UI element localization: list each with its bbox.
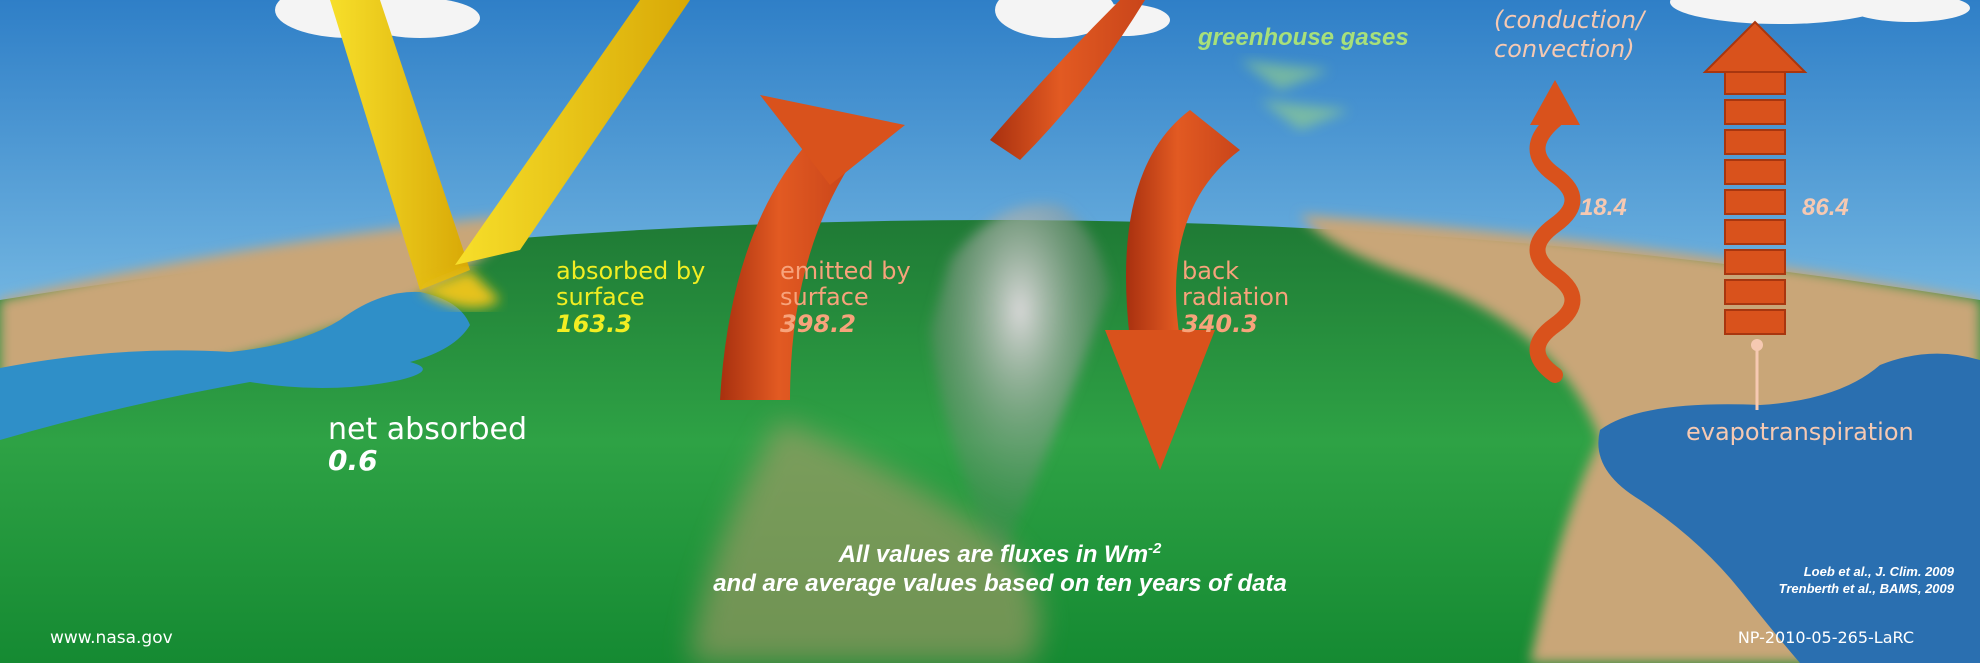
back-radiation-arrow [1105,110,1240,470]
fluxes-note: All values are fluxes in Wm-2 and are av… [560,540,1440,599]
absorbed-value: 163.3 [556,309,632,338]
mountain [930,203,1110,560]
fluxes-note-superscript: -2 [1148,540,1162,557]
evapotranspiration-dot [1751,339,1763,351]
conduction-label-line2: convection) [1494,34,1635,63]
water-left [0,291,470,440]
fluxes-note-line1: All values are fluxes in Wm-2 [560,540,1440,570]
water-right [1598,353,1980,663]
back-radiation-label-line2: radiation [1182,283,1290,312]
references: Loeb et al., J. Clim. 2009 Trenberth et … [1779,564,1954,598]
emitted-label-line2: surface [780,283,869,312]
back-radiation-value: 340.3 [1182,309,1258,338]
evapotranspiration-value: 86.4 [1802,194,1849,221]
evapotranspiration-label: evapotranspiration [1686,418,1914,446]
emitted-value: 398.2 [780,309,856,338]
net-absorbed-label: net absorbed 0.6 [328,415,527,475]
emitted-label: emitted by surface 398.2 [780,257,911,338]
conduction-value: 18.4 [1580,194,1627,221]
conduction-wavy-arrow [1529,80,1581,383]
net-absorbed-value: 0.6 [328,444,378,477]
reference-trenberth: Trenberth et al., BAMS, 2009 [1778,580,1954,596]
greenhouse-haze [1240,60,1350,130]
absorbed-label: absorbed by surface 163.3 [556,257,706,338]
document-code: NP-2010-05-265-LaRC [1737,628,1914,647]
net-absorbed-text: net absorbed [328,412,528,447]
absorbed-label-line1: absorbed by [556,257,706,285]
greenhouse-gases-label: greenhouse gases [1198,24,1409,51]
land-tan-left [0,215,520,395]
cloud-icon [1670,0,1970,24]
conduction-label: (conduction/ convection) [1494,6,1644,64]
fluxes-note-text: All values are fluxes in Wm [838,541,1149,568]
back-radiation-label-line1: back [1182,257,1240,285]
evapotranspiration-arrow [1702,20,1808,335]
back-radiation-label: back radiation 340.3 [1182,257,1290,338]
fluxes-note-line2: and are average values based on ten year… [713,569,1287,597]
reference-loeb: Loeb et al., J. Clim. 2009 [1803,564,1954,579]
sunlight-arrow [330,0,690,308]
conduction-label-line1: (conduction/ [1494,6,1645,34]
nasa-website-link[interactable]: www.nasa.gov [50,628,173,648]
absorbed-label-line2: surface [556,283,645,312]
cloud-icon [995,0,1170,38]
emitted-arrow [720,0,1145,400]
land-tan-bottom [690,420,1040,663]
emitted-label-line1: emitted by [780,257,911,285]
